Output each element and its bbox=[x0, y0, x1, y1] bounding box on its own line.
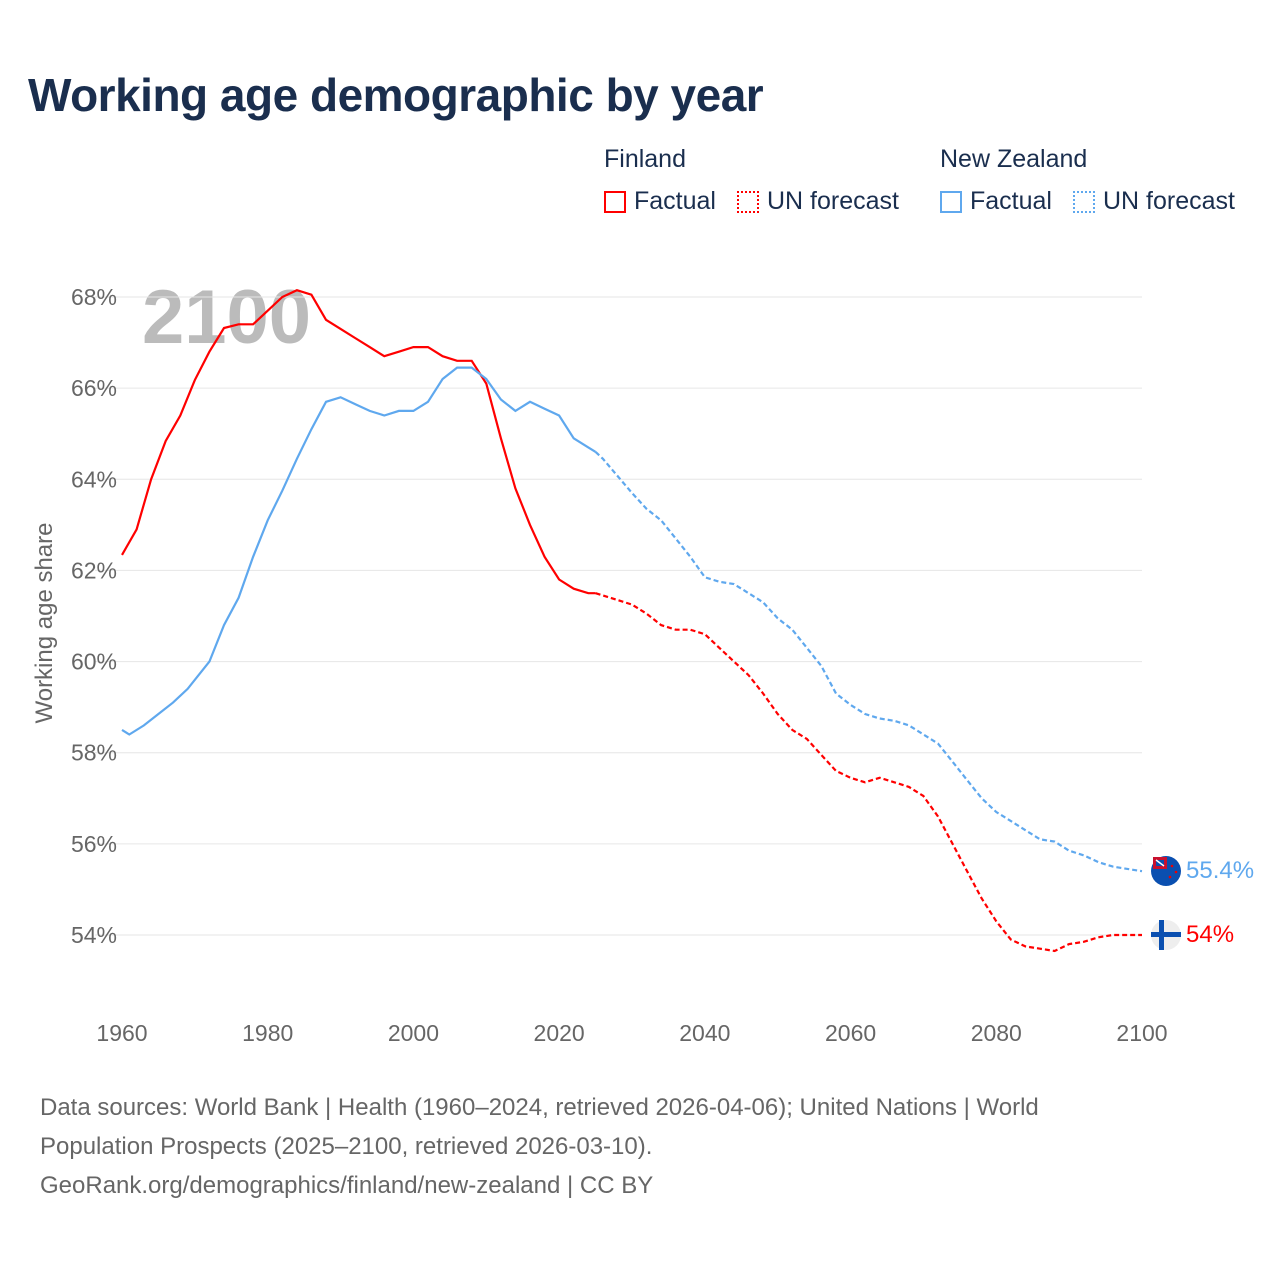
legend-swatch-solid bbox=[940, 190, 962, 213]
series-line-finland-forecast bbox=[595, 592, 1142, 953]
chart-title: Working age demographic by year bbox=[28, 69, 764, 121]
legend-label: UN forecast bbox=[1103, 187, 1235, 215]
x-tick-label: 2020 bbox=[534, 1020, 585, 1046]
y-tick-label: 60% bbox=[71, 649, 117, 675]
legend-swatch-dotted bbox=[737, 190, 759, 213]
series-line-new-zealand-forecast bbox=[594, 451, 1143, 873]
x-tick-label: 2040 bbox=[679, 1020, 730, 1046]
y-axis-label: Working age share bbox=[31, 523, 58, 724]
footer-sources-line2: Population Prospects (2025–2100, retriev… bbox=[40, 1133, 653, 1160]
x-tick-label: 2100 bbox=[1116, 1020, 1167, 1046]
x-tick-label: 2080 bbox=[971, 1020, 1022, 1046]
y-tick-label: 66% bbox=[71, 375, 117, 401]
series-line-finland-factual bbox=[121, 289, 596, 595]
legend-group-finland: Finland bbox=[604, 145, 686, 173]
new-zealand-flag-icon bbox=[1151, 856, 1181, 886]
x-tick-label: 2000 bbox=[388, 1020, 439, 1046]
legend-nz-factual[interactable]: Factual bbox=[940, 187, 1052, 216]
legend-finland-factual[interactable]: Factual bbox=[604, 187, 716, 216]
legend-group-new-zealand: New Zealand bbox=[940, 145, 1088, 173]
legend-label: Factual bbox=[634, 187, 716, 215]
series-line-new-zealand-factual bbox=[121, 366, 597, 736]
y-tick-label: 68% bbox=[71, 284, 117, 310]
legend-nz-forecast[interactable]: UN forecast bbox=[1073, 187, 1235, 216]
x-tick-label: 2060 bbox=[825, 1020, 876, 1046]
finland-flag-icon bbox=[1151, 920, 1181, 950]
y-tick-label: 54% bbox=[71, 922, 117, 948]
x-tick-label: 1980 bbox=[242, 1020, 293, 1046]
footer-link[interactable]: GeoRank.org/demographics/finland/new-zea… bbox=[40, 1172, 654, 1199]
end-label-new-zealand: 55.4% bbox=[1186, 857, 1254, 884]
legend-swatch-solid bbox=[604, 190, 626, 213]
legend-label: Factual bbox=[970, 187, 1052, 215]
end-label-finland: 54% bbox=[1186, 921, 1234, 948]
y-tick-label: 64% bbox=[71, 466, 117, 492]
legend-label: UN forecast bbox=[767, 187, 899, 215]
footer: Data sources: World Bank | Health (1960–… bbox=[40, 1088, 1190, 1205]
y-tick-label: 58% bbox=[71, 740, 117, 766]
y-tick-label: 62% bbox=[71, 557, 117, 583]
year-watermark: 2100 bbox=[142, 275, 311, 360]
footer-sources-line1: Data sources: World Bank | Health (1960–… bbox=[40, 1094, 1039, 1121]
y-tick-label: 56% bbox=[71, 831, 117, 857]
legend-finland-forecast[interactable]: UN forecast bbox=[737, 187, 899, 216]
x-tick-label: 1960 bbox=[96, 1020, 147, 1046]
legend-swatch-dotted bbox=[1073, 190, 1095, 213]
